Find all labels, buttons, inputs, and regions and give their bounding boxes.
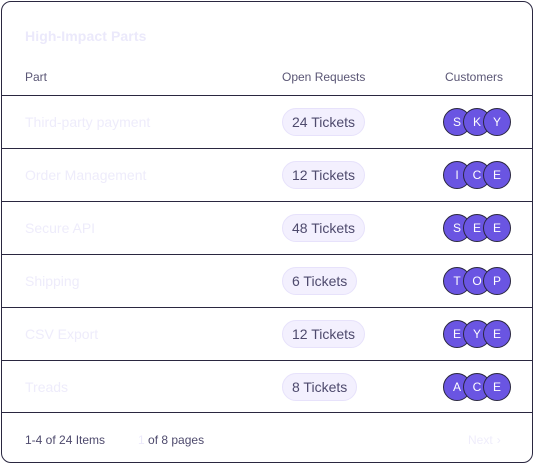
- items-count: 1-4 of 24 Items: [25, 433, 106, 447]
- avatar[interactable]: P: [483, 267, 511, 295]
- customer-avatars: E Y E: [443, 320, 511, 348]
- avatar[interactable]: E: [483, 320, 511, 348]
- card-title: High-Impact Parts: [25, 28, 147, 44]
- table-row[interactable]: Secure API 48 Tickets S E E: [2, 201, 532, 254]
- table-row[interactable]: Third-party payment 24 Tickets S K Y: [2, 95, 532, 148]
- customer-avatars: T O P: [443, 267, 511, 295]
- tickets-badge[interactable]: 8 Tickets: [282, 373, 358, 401]
- customer-avatars: A C E: [443, 373, 511, 401]
- part-name: Shipping: [25, 273, 80, 289]
- avatar[interactable]: E: [483, 161, 511, 189]
- avatar[interactable]: E: [483, 214, 511, 242]
- parts-table: Third-party payment 24 Tickets S K Y Ord…: [2, 95, 532, 413]
- customer-avatars: S K Y: [443, 108, 511, 136]
- tickets-badge[interactable]: 24 Tickets: [282, 108, 366, 136]
- column-header-open-requests: Open Requests: [282, 70, 366, 84]
- pagination-footer: 1-4 of 24 Items 1 of 8 pages Next ›: [2, 427, 532, 453]
- avatar[interactable]: Y: [483, 108, 511, 136]
- part-name: Order Management: [25, 167, 147, 183]
- part-name: Secure API: [25, 220, 96, 236]
- part-name: Treads: [25, 379, 69, 395]
- tickets-badge[interactable]: 6 Tickets: [282, 267, 358, 295]
- table-row[interactable]: CSV Export 12 Tickets E Y E: [2, 307, 532, 360]
- chevron-right-icon: ›: [496, 433, 501, 447]
- column-header-part: Part: [25, 70, 48, 84]
- page-total-label: of 8 pages: [144, 433, 205, 447]
- table-row[interactable]: Order Management 12 Tickets I C E: [2, 148, 532, 201]
- customer-avatars: S E E: [443, 214, 511, 242]
- part-name: Third-party payment: [25, 114, 151, 130]
- tickets-badge[interactable]: 48 Tickets: [282, 214, 366, 242]
- table-header: Part Open Requests Customers: [2, 70, 532, 96]
- customer-avatars: I C E: [443, 161, 511, 189]
- current-page-input[interactable]: 1: [138, 433, 145, 447]
- table-row[interactable]: Treads 8 Tickets A C E: [2, 360, 532, 413]
- tickets-badge[interactable]: 12 Tickets: [282, 320, 366, 348]
- next-page-button[interactable]: Next ›: [468, 433, 501, 447]
- table-row[interactable]: Shipping 6 Tickets T O P: [2, 254, 532, 307]
- next-label: Next: [468, 433, 493, 447]
- column-header-customers: Customers: [445, 70, 504, 84]
- avatar[interactable]: E: [483, 373, 511, 401]
- part-name: CSV Export: [25, 326, 99, 342]
- page-indicator: 1 of 8 pages: [138, 433, 204, 447]
- tickets-badge[interactable]: 12 Tickets: [282, 161, 366, 189]
